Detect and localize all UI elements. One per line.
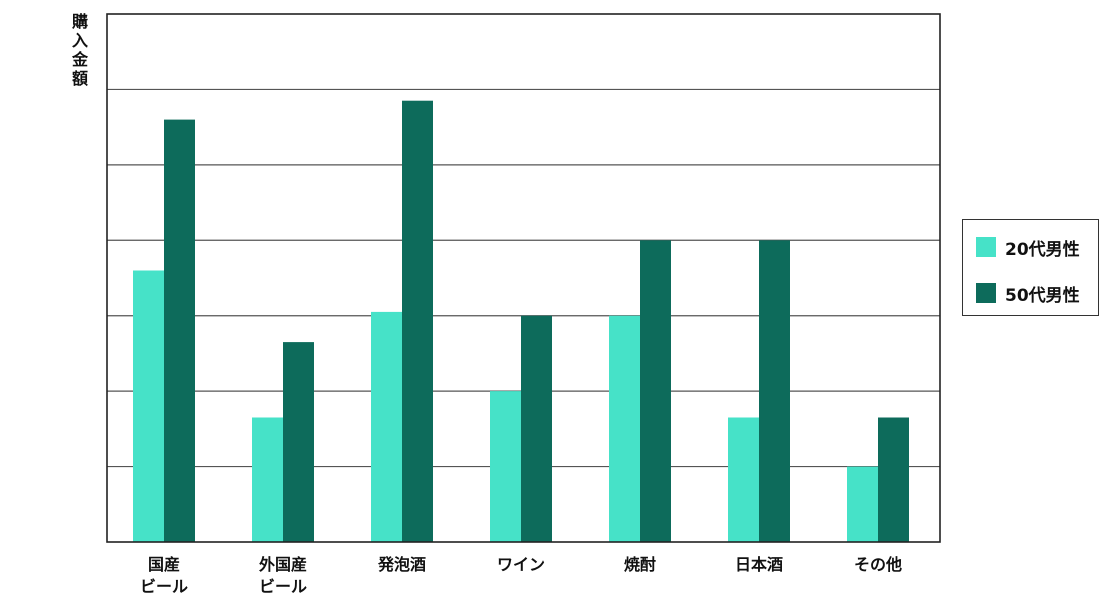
x-tick-label-line: 発泡酒: [377, 555, 426, 574]
bar-series1: [133, 270, 164, 542]
bar-series2: [283, 342, 314, 542]
plot-frame: [106, 13, 941, 543]
x-tick-label-line: ワイン: [497, 555, 545, 574]
x-tick-label: 日本酒: [735, 555, 783, 574]
legend-swatch: [976, 237, 996, 257]
bar-series2: [521, 315, 552, 542]
x-tick-label-line: 焼酎: [624, 555, 656, 574]
x-tick-label: 外国産ビール: [258, 555, 307, 596]
y-axis-label-char: 金: [71, 50, 88, 69]
x-tick-label: 焼酎: [624, 555, 656, 574]
y-axis-label-char: 購: [71, 12, 88, 31]
bar-series2: [759, 240, 790, 543]
bar-series1: [371, 311, 402, 542]
bar-series2: [402, 100, 433, 542]
x-tick-label: その他: [854, 555, 902, 574]
bar-series1: [252, 417, 283, 542]
legend-item: 50代男性: [976, 282, 1080, 306]
x-tick-label: 国産ビール: [140, 555, 188, 596]
legend: 20代男性 50代男性: [962, 219, 1099, 316]
x-tick-label-line: 日本酒: [735, 555, 783, 574]
bar-series1: [609, 315, 640, 542]
bar-series2: [878, 417, 909, 542]
legend-swatch: [976, 283, 996, 303]
x-tick-label-line: その他: [854, 555, 902, 574]
x-tick-label-line: ビール: [259, 577, 307, 596]
y-axis-label-char: 入: [71, 31, 88, 50]
bar-series1: [847, 466, 878, 542]
x-tick-label-line: ビール: [140, 577, 188, 596]
x-tick-label: ワイン: [497, 555, 545, 574]
bar-series1: [490, 391, 521, 542]
y-axis-label-char: 額: [71, 69, 88, 88]
bars: [133, 100, 909, 543]
y-axis-label: 購入金額: [66, 12, 94, 88]
legend-item: 20代男性: [976, 236, 1080, 260]
bar-series2: [640, 240, 671, 543]
legend-label: 20代男性: [1005, 239, 1080, 260]
legend-label: 50代男性: [1005, 285, 1080, 306]
x-tick-label-line: 国産: [148, 555, 180, 574]
x-tick-label: 発泡酒: [377, 555, 426, 574]
x-tick-label-line: 外国産: [258, 555, 307, 574]
bar-series2: [164, 119, 195, 542]
bar-series1: [728, 417, 759, 542]
